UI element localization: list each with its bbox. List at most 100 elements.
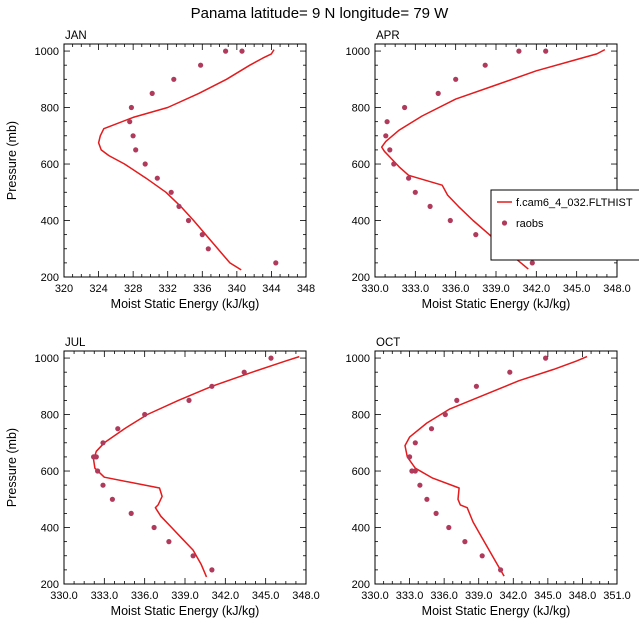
y-tick-label: 200	[41, 579, 59, 591]
obs-point	[109, 496, 115, 502]
panel-oct: OCT 330.0 333.0 336.0 339.0 342.0 345.0 348.0 35…	[346, 337, 631, 618]
x-tick-label: 348	[297, 283, 315, 295]
obs-point	[462, 539, 468, 545]
x-tick-label: 342.0	[212, 590, 240, 602]
model-line-jan	[97, 49, 275, 271]
obs-point	[473, 232, 479, 238]
obs-point	[391, 161, 397, 167]
y-tick-label: 600	[352, 159, 370, 171]
y-tick-label: 200	[352, 272, 370, 284]
obs-point	[166, 539, 172, 545]
y-tick-label: 800	[352, 103, 370, 115]
legend-obs-swatch	[501, 220, 508, 226]
y-tick-label: 800	[41, 410, 59, 422]
obs-point	[142, 161, 148, 167]
obs-point	[151, 524, 157, 531]
obs-point	[241, 369, 247, 375]
x-tick-label: 348.0	[569, 590, 597, 602]
obs-point	[402, 104, 408, 111]
y-tick-label: 400	[352, 523, 370, 535]
obs-point	[543, 48, 549, 54]
y-tick-label: 600	[41, 466, 59, 478]
x-tick-label: 345.0	[563, 283, 591, 295]
obs-point	[406, 175, 412, 181]
x-tick-label: 320	[55, 283, 73, 295]
x-tick-label: 333.0	[91, 590, 119, 602]
panel-apr: APR 330.0 333.0 336.0 339.0 342.0 345.0 348.0 20…	[346, 30, 631, 311]
obs-point	[133, 147, 139, 153]
x-tick-label: 328	[124, 283, 142, 295]
obs-point	[454, 397, 460, 403]
obs-point	[383, 133, 389, 139]
obs-point	[268, 355, 274, 361]
y-tick-label: 600	[41, 159, 59, 171]
x-tick-label: 344	[262, 283, 280, 295]
obs-point	[516, 48, 522, 54]
figure-title: Panama latitude= 9 N longitude= 79 W	[191, 5, 450, 22]
x-tick-label: 336.0	[131, 590, 159, 602]
x-tick-label: 330.0	[361, 283, 389, 295]
obs-point	[433, 510, 439, 516]
x-tick-label: 333.0	[396, 590, 424, 602]
legend: f.cam6_4_032.FLTHIST raobs	[490, 189, 639, 261]
obs-point	[100, 482, 106, 488]
obs-point	[447, 217, 453, 224]
x-tick-label: 345.0	[252, 590, 280, 602]
legend-obs-label: raobs	[516, 218, 544, 230]
obs-point	[198, 62, 204, 68]
y-tick-label: 800	[352, 410, 370, 422]
obs-point	[186, 397, 192, 403]
panel-label-apr: APR	[376, 30, 400, 42]
obs-point	[223, 48, 229, 54]
obs-point	[209, 383, 215, 389]
obs-point	[498, 567, 504, 573]
panel-label-jan: JAN	[65, 30, 87, 42]
obs-point	[529, 260, 535, 266]
obs-point	[384, 119, 390, 125]
x-tick-label: 336	[193, 283, 211, 295]
obs-point	[128, 510, 134, 516]
obs-point	[453, 76, 459, 82]
obs-point	[409, 468, 415, 474]
x-tick-label: 348.0	[603, 283, 631, 295]
obs-point	[142, 411, 148, 418]
x-tick-label: 351.0	[603, 590, 631, 602]
y-tick-label: 400	[41, 523, 59, 535]
y-tick-label: 800	[41, 103, 59, 115]
x-tick-label: 348.0	[292, 590, 320, 602]
obs-point	[209, 567, 215, 573]
y-tick-label: 200	[41, 272, 59, 284]
obs-point	[435, 90, 441, 96]
y-tick-label: 200	[352, 579, 370, 591]
model-line-apr	[380, 48, 606, 270]
x-axis-label: Moist Static Energy (kJ/kg)	[111, 604, 260, 618]
x-tick-label: 332	[159, 283, 177, 295]
x-tick-label: 336.0	[430, 590, 458, 602]
obs-point	[154, 175, 160, 181]
y-tick-label: 1000	[346, 353, 370, 365]
obs-point	[176, 203, 182, 209]
x-axis-label: Moist Static Energy (kJ/kg)	[422, 297, 571, 311]
obs-point	[543, 355, 549, 361]
y-axis-label: Pressure (mb)	[5, 121, 19, 200]
obs-point	[128, 104, 134, 111]
obs-point	[427, 203, 433, 209]
y-tick-label: 400	[352, 216, 370, 228]
x-tick-label: 330.0	[361, 590, 389, 602]
obs-point	[115, 426, 121, 432]
obs-point	[100, 440, 106, 446]
obs-point	[446, 524, 452, 531]
obs-point	[205, 246, 211, 252]
x-tick-label: 333.0	[402, 283, 430, 295]
obs-point	[479, 553, 485, 559]
obs-point	[507, 369, 513, 375]
panel-label-oct: OCT	[376, 337, 400, 349]
obs-point	[199, 232, 205, 238]
obs-point	[273, 260, 279, 266]
panel-label-jul: JUL	[65, 337, 86, 349]
y-tick-label: 400	[41, 216, 59, 228]
plot-frame-jul	[63, 350, 307, 585]
x-tick-label: 339.0	[171, 590, 199, 602]
obs-point	[171, 76, 177, 82]
